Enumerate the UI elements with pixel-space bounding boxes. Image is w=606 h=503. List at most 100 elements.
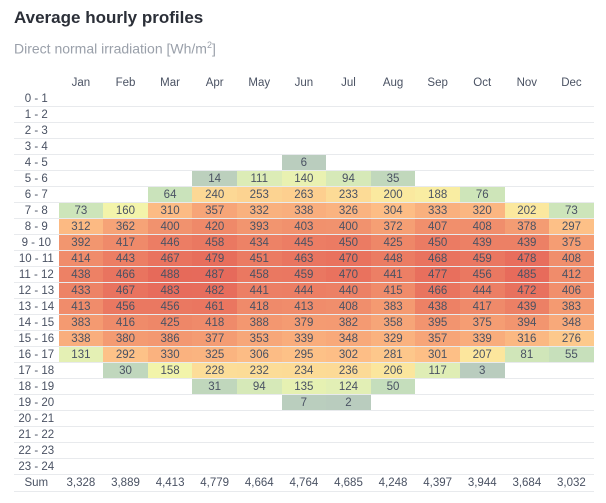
heatmap-cell: 403 [281, 218, 327, 235]
heatmap-cell [549, 154, 594, 171]
heatmap-cell [58, 170, 104, 187]
heatmap-cell [281, 442, 327, 459]
table-row: 10 - 11 414 443 467 479 451 463 470 448 468 459 478… [14, 250, 594, 267]
column-header-jun: Jun [294, 77, 314, 89]
heatmap-cell: 140 [281, 170, 327, 187]
heatmap-cell: 7 [281, 394, 327, 411]
heatmap-cell: 348 [326, 330, 371, 347]
heatmap-cell [370, 154, 416, 171]
heatmap-cell [58, 426, 104, 443]
row-label: 6 - 7 [14, 186, 59, 203]
heatmap-cell: 117 [415, 362, 460, 379]
heatmap-cell: 202 [504, 202, 550, 219]
heatmap-cell: 379 [281, 314, 327, 331]
row-label: 19 - 20 [14, 394, 59, 411]
sum-cell: 3,328 [58, 474, 104, 492]
heatmap-cell [147, 458, 193, 475]
heatmap-cell: 380 [103, 330, 148, 347]
heatmap-cell [549, 362, 594, 379]
row-label: 4 - 5 [14, 154, 59, 171]
heatmap-cell: 456 [459, 266, 505, 283]
header-row: Jan Feb Mar Apr May Jun Jul Aug Sep Oct Nov Dec [14, 75, 594, 91]
heatmap-cell: 228 [192, 362, 237, 379]
heatmap-cell: 332 [236, 202, 282, 219]
heatmap-cell [236, 442, 282, 459]
heatmap-cell [459, 138, 505, 155]
heatmap-cell: 325 [192, 346, 237, 363]
heatmap-cell [459, 122, 505, 139]
heatmap-cell [147, 170, 193, 187]
row-label: 7 - 8 [14, 202, 59, 219]
heatmap-cell [236, 106, 282, 123]
heatmap-cell [147, 154, 193, 171]
heatmap-cell [326, 91, 371, 107]
table-row: 12 - 13 433 467 483 482 441 444 440 415 466 444 472… [14, 282, 594, 299]
heatmap-cell: 339 [281, 330, 327, 347]
heatmap-cell [58, 138, 104, 155]
heatmap-cell: 425 [147, 314, 193, 331]
heatmap-cell: 339 [459, 330, 505, 347]
heatmap-cell: 418 [236, 298, 282, 315]
heatmap-cell: 438 [58, 266, 104, 283]
table-row: 20 - 21 [14, 410, 594, 427]
heatmap-cell: 160 [103, 202, 148, 219]
row-label: 16 - 17 [14, 346, 59, 363]
heatmap-cell [415, 426, 460, 443]
heatmap-cell [415, 378, 460, 395]
heatmap-cell: 461 [192, 298, 237, 315]
heatmap-cell [192, 394, 237, 411]
heatmap-cell: 472 [504, 282, 550, 299]
heatmap-cell: 444 [281, 282, 327, 299]
row-label: 8 - 9 [14, 218, 59, 235]
table-row: 23 - 24 [14, 458, 594, 475]
heatmap-cell: 400 [326, 218, 371, 235]
table-row: 13 - 14 413 456 456 461 418 413 408 383 438 417 439… [14, 298, 594, 315]
heatmap-cell: 188 [415, 186, 460, 203]
heatmap-cell: 394 [504, 314, 550, 331]
heatmap-cell [236, 394, 282, 411]
heatmap-cell [549, 458, 594, 475]
heatmap-cell: 375 [549, 234, 594, 251]
row-label: 22 - 23 [14, 442, 59, 459]
sum-row: Sum 3,328 3,889 4,413 4,779 4,664 4,764 4,685 4,… [14, 474, 594, 492]
heatmap-cell: 439 [504, 298, 550, 315]
heatmap-cell [415, 442, 460, 459]
heatmap-cell: 64 [147, 186, 193, 203]
heatmap-cell: 417 [459, 298, 505, 315]
heatmap-cell: 413 [281, 298, 327, 315]
heatmap-cell: 441 [236, 282, 282, 299]
sum-cell: 4,779 [192, 474, 237, 492]
heatmap-cell [236, 426, 282, 443]
heatmap-cell: 330 [147, 346, 193, 363]
heatmap-cell: 306 [236, 346, 282, 363]
heatmap-cell: 408 [459, 218, 505, 235]
heatmap-cell [504, 138, 550, 155]
heatmap-cell [281, 91, 327, 107]
heatmap-cell [58, 154, 104, 171]
heatmap-cell: 304 [370, 202, 416, 219]
heatmap-cell: 408 [326, 298, 371, 315]
heatmap-cell: 73 [549, 202, 594, 219]
heatmap-cell: 320 [459, 202, 505, 219]
sum-cell: 3,684 [504, 474, 550, 492]
heatmap-cell [415, 154, 460, 171]
heatmap-cell: 263 [281, 186, 327, 203]
heatmap-cell: 131 [58, 346, 104, 363]
heatmap-cell: 417 [103, 234, 148, 251]
heatmap-cell [58, 378, 104, 395]
heatmap-cell [370, 122, 416, 139]
column-header-jan: Jan [71, 77, 91, 89]
heatmap-cell: 329 [370, 330, 416, 347]
heatmap-cell: 348 [549, 314, 594, 331]
column-header-apr: Apr [205, 77, 224, 89]
heatmap-cell [370, 394, 416, 411]
heatmap-cell [281, 106, 327, 123]
table-row: 4 - 5 6 [14, 154, 594, 171]
heatmap-cell [549, 91, 594, 107]
table-row: 1 - 2 [14, 106, 594, 123]
heatmap-cell [58, 458, 104, 475]
heatmap-cell [415, 122, 460, 139]
heatmap-cell [549, 442, 594, 459]
heatmap-cell [103, 138, 148, 155]
heatmap-cell: 382 [326, 314, 371, 331]
